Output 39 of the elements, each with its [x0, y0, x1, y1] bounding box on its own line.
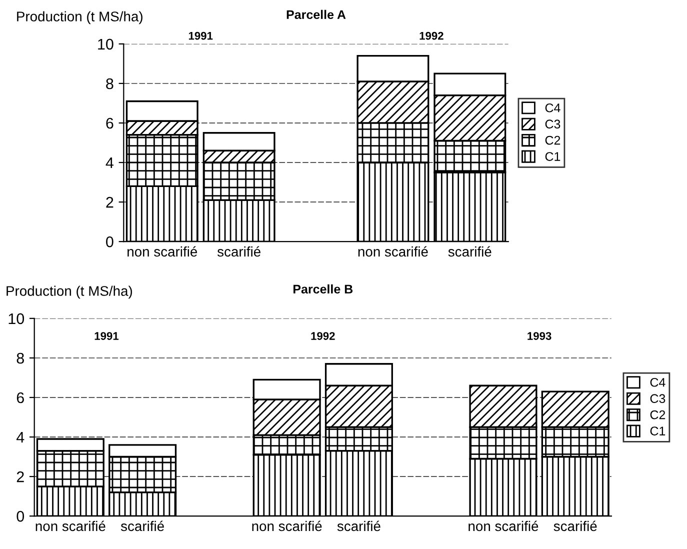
y-axis-title: Production (t MS/ha)	[17, 11, 142, 24]
x-tick-label: non scarifié	[358, 246, 428, 257]
y-tick-label: 0	[106, 236, 114, 248]
y-tick-label: 6	[16, 392, 24, 404]
y-tick-label: 2	[16, 471, 24, 482]
chart-title: Parcelle B	[294, 284, 353, 294]
legend-label: C3	[650, 394, 666, 404]
y-axis-title: Production (t MS/ha)	[6, 286, 132, 299]
x-tick-label: scarifié	[217, 246, 260, 257]
chart-title: Parcelle A	[286, 10, 346, 20]
x-tick-label: non scarifié	[36, 520, 106, 532]
x-tick-label: scarifié	[337, 520, 380, 532]
x-tick-label: scarifié	[448, 246, 492, 257]
y-tick-label: 0	[16, 510, 24, 522]
legend-label: C4	[650, 378, 666, 387]
y-tick-label: 8	[16, 352, 24, 364]
y-tick-label: 4	[16, 432, 24, 443]
annotation: 1993	[528, 332, 552, 340]
y-tick-label: 6	[106, 118, 114, 129]
x-tick-label: non scarifié	[252, 520, 322, 532]
y-tick-label: 10	[8, 313, 24, 324]
legend-label: C1	[545, 152, 560, 161]
y-tick-label: 10	[98, 38, 114, 50]
y-tick-label: 2	[106, 196, 114, 208]
annotation: 1992	[311, 332, 335, 340]
legend-label: C3	[545, 120, 560, 129]
legend-label: C2	[650, 410, 666, 420]
text: 1991	[188, 32, 213, 40]
legend-label: C2	[545, 136, 560, 145]
legend-label: C4	[545, 103, 560, 112]
legend-label: C1	[650, 426, 666, 436]
x-tick-label: non scarifié	[468, 520, 538, 532]
text: 1992	[420, 32, 444, 40]
annotation: 1991	[94, 332, 119, 340]
x-tick-label: scarifié	[120, 520, 164, 532]
x-tick-label: scarifié	[554, 520, 597, 532]
y-tick-label: 4	[106, 158, 114, 168]
x-tick-label: non scarifié	[128, 246, 198, 257]
y-tick-label: 8	[106, 78, 114, 90]
